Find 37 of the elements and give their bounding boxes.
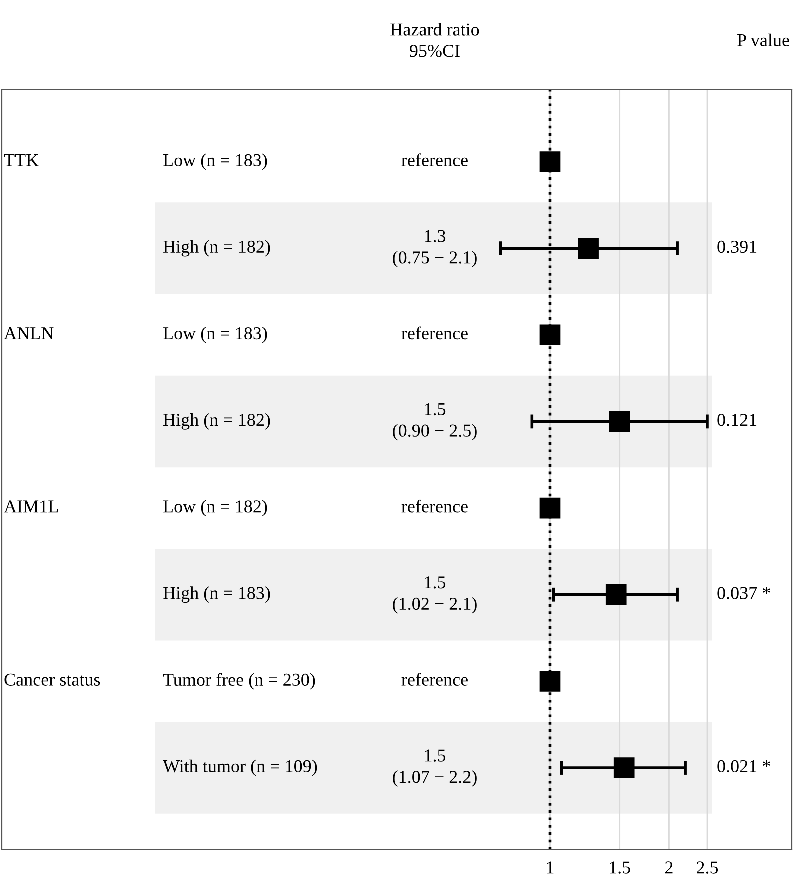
annotation: 0.021 * xyxy=(718,760,770,773)
point xyxy=(606,584,627,606)
y-tick-label: Low (n = 183) xyxy=(164,326,268,344)
annotation: 0.121 xyxy=(718,414,757,426)
annotation: reference xyxy=(402,154,468,166)
annotation: AIM1L xyxy=(4,500,58,513)
y-tick-label: Tumor free (n = 230) xyxy=(163,673,316,690)
text: Hazard ratio 95%CI xyxy=(390,23,480,58)
point xyxy=(609,411,630,432)
y-tick-label: High (n = 182) xyxy=(164,240,270,257)
annotation: reference xyxy=(402,673,468,686)
annotation: ANLN xyxy=(4,328,54,340)
annotation: reference xyxy=(402,500,468,513)
point xyxy=(540,671,561,692)
annotation: TTK xyxy=(4,154,39,166)
point xyxy=(540,498,561,519)
y-tick-label: Low (n = 183) xyxy=(164,154,268,170)
x-tick-label: 1.5 xyxy=(610,862,630,874)
y-tick-label: High (n = 182) xyxy=(164,414,270,430)
annotation: Cancer status xyxy=(4,674,100,686)
annotation: 1.5 (1.02 − 2.1) xyxy=(393,576,477,614)
x-tick-label: 1 xyxy=(547,862,554,874)
x-tick-label: 2 xyxy=(665,862,673,874)
x-tick-label: 2.5 xyxy=(697,862,718,874)
point xyxy=(540,324,561,346)
annotation: 1.3 (0.75 − 2.1) xyxy=(393,230,477,268)
annotation: 1.5 (0.90 − 2.5) xyxy=(393,403,477,441)
y-tick-label: With tumor (n = 109) xyxy=(163,760,318,776)
text: P value xyxy=(738,34,790,47)
annotation: 0.037 * xyxy=(718,587,770,600)
point xyxy=(540,152,561,172)
y-tick-label: Low (n = 182) xyxy=(164,500,268,516)
annotation: 1.5 (1.07 − 2.2) xyxy=(393,750,477,787)
y-tick-label: High (n = 183) xyxy=(164,586,270,604)
annotation: 0.391 xyxy=(718,240,757,254)
point xyxy=(614,758,635,778)
annotation: reference xyxy=(402,326,468,340)
